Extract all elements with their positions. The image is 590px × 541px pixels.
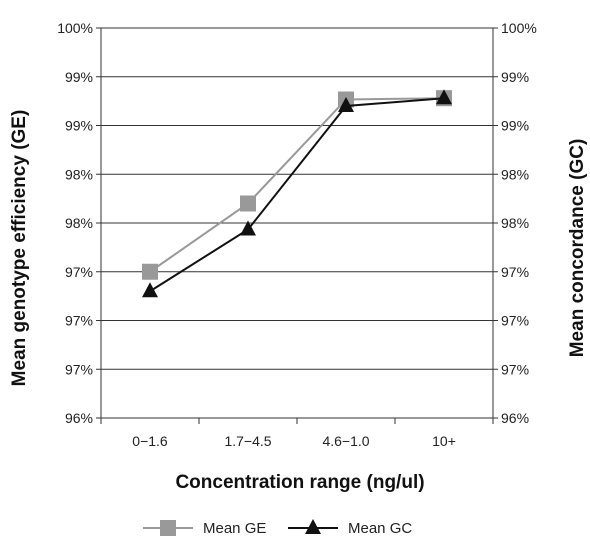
left-tick-label: 99% <box>65 69 93 85</box>
series-layer <box>142 89 452 298</box>
right-tick-label: 97% <box>501 264 529 280</box>
data-point-mean-gc <box>338 97 354 112</box>
data-point-mean-ge <box>240 195 256 212</box>
legend-label: Mean GC <box>348 520 412 537</box>
right-tick-label: 96% <box>501 410 529 426</box>
left-axis-ticks: 96% 97% 97% 97% 98% 98% 99% 99% 100% <box>57 20 101 426</box>
data-point-mean-gc <box>436 89 452 105</box>
left-tick-label: 96% <box>65 410 93 426</box>
left-tick-label: 100% <box>57 20 93 36</box>
legend-item-mean-gc: Mean GC <box>288 519 412 537</box>
legend-item-mean-ge: Mean GE <box>143 520 266 537</box>
legend-marker <box>160 520 176 536</box>
right-axis-title: Mean concordance (GC) <box>567 139 588 358</box>
data-point-mean-gc <box>240 220 256 236</box>
left-tick-label: 98% <box>65 215 93 231</box>
right-tick-label: 97% <box>501 313 529 329</box>
right-tick-label: 97% <box>501 361 529 377</box>
plot-frame <box>100 27 494 419</box>
legend-label: Mean GE <box>203 520 266 537</box>
gridlines <box>101 76 493 370</box>
right-tick-label: 99% <box>501 118 529 134</box>
x-axis-ticks: 0−1.6 1.7−4.5 4.6−1.0 10+ <box>100 418 494 449</box>
left-tick-label: 97% <box>65 361 93 377</box>
series-line-mean-gc <box>149 97 445 293</box>
x-tick-label: 10+ <box>432 433 456 449</box>
left-tick-label: 97% <box>65 264 93 280</box>
x-tick-label: 1.7−4.5 <box>224 433 271 449</box>
left-tick-label: 98% <box>65 166 93 182</box>
legend: Mean GE Mean GC <box>143 519 412 537</box>
left-tick-label: 97% <box>65 313 93 329</box>
left-tick-label: 99% <box>65 118 93 134</box>
right-tick-label: 98% <box>501 166 529 182</box>
right-axis-ticks: 96% 97% 97% 97% 98% 98% 99% 99% 100% <box>493 20 537 426</box>
data-point-mean-gc <box>142 282 158 298</box>
data-point-mean-ge <box>142 263 158 280</box>
x-tick-label: 4.6−1.0 <box>322 433 369 449</box>
right-tick-label: 99% <box>501 69 529 85</box>
legend-marker <box>305 519 321 534</box>
series-line-mean-ge <box>149 97 445 273</box>
right-tick-label: 98% <box>501 215 529 231</box>
x-tick-label: 0−1.6 <box>132 433 168 449</box>
left-axis-title: Mean genotype efficiency (GE) <box>9 110 30 387</box>
x-axis-title: Concentration range (ng/ul) <box>175 472 424 493</box>
right-tick-label: 100% <box>501 20 537 36</box>
